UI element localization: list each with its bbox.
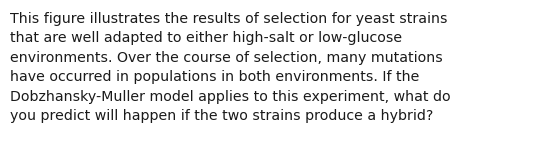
- Text: This figure illustrates the results of selection for yeast strains
that are well: This figure illustrates the results of s…: [10, 12, 451, 123]
